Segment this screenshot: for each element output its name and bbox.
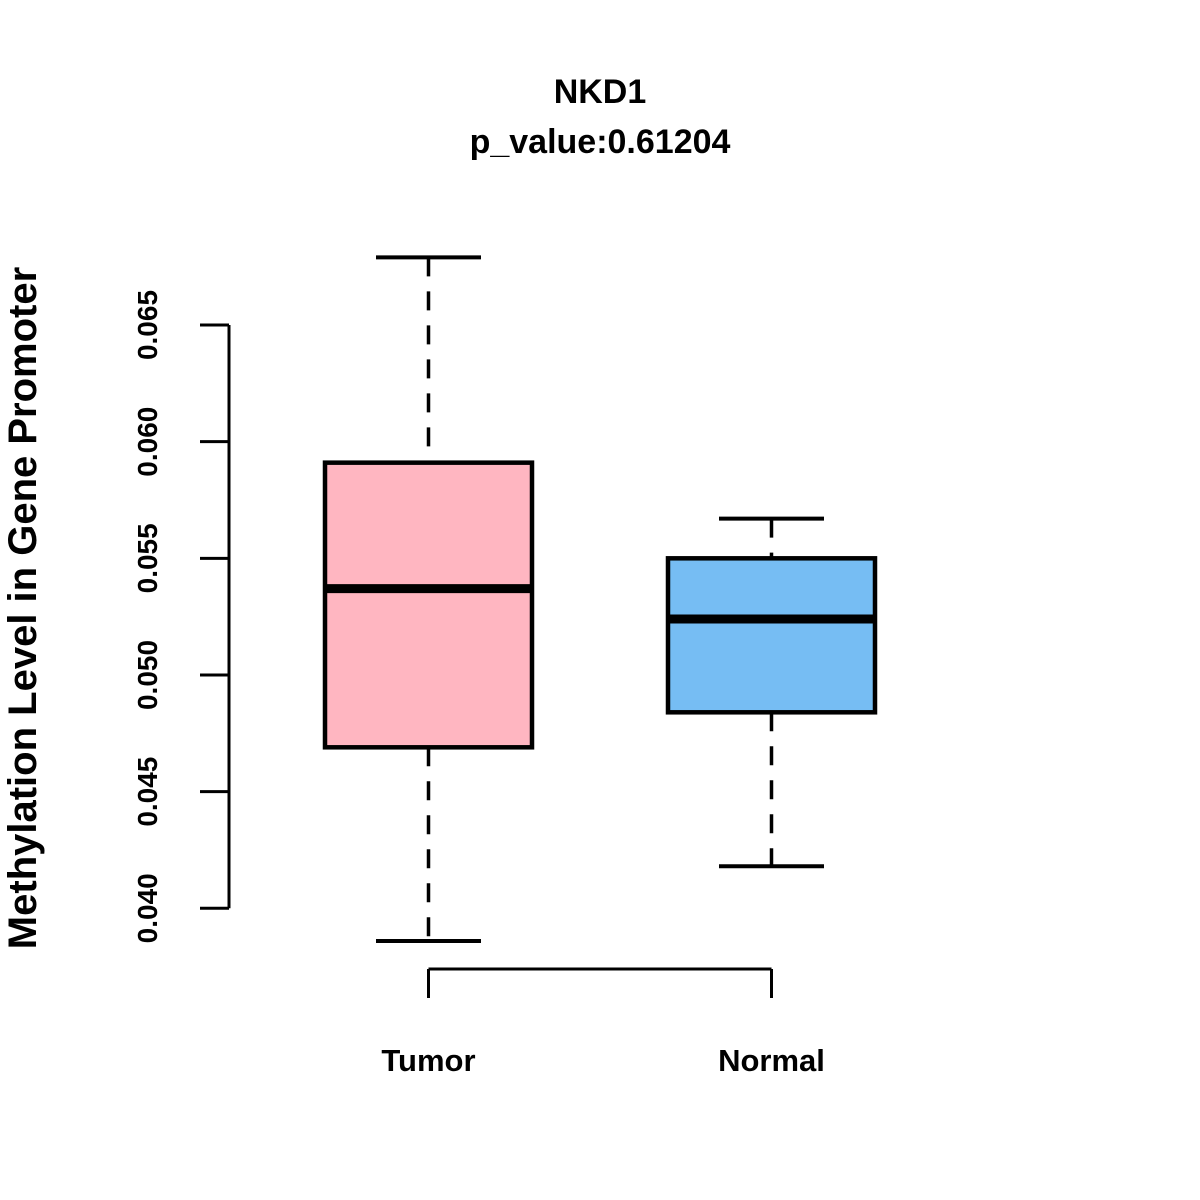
box-group-tumor xyxy=(322,255,535,943)
iqr-box xyxy=(322,460,535,750)
chart-subtitle-pvalue: p_value:0.61204 xyxy=(470,123,731,161)
y-axis-tick-label: 0.060 xyxy=(132,407,163,477)
x-axis-group-label: Normal xyxy=(718,1043,825,1078)
y-axis-tick-label: 0.045 xyxy=(132,757,163,827)
iqr-box xyxy=(665,556,878,715)
y-axis-title: Methylation Level in Gene Promoter xyxy=(1,267,45,949)
y-axis-tick-label: 0.040 xyxy=(132,873,163,943)
x-axis xyxy=(427,967,773,998)
x-axis-group-label: Tumor xyxy=(381,1043,475,1078)
y-axis xyxy=(200,323,231,910)
chart-title: NKD1 xyxy=(554,73,647,111)
y-axis-tick-label: 0.050 xyxy=(132,640,163,710)
y-axis-tick-label: 0.055 xyxy=(132,523,163,593)
y-axis-tick-label: 0.065 xyxy=(132,290,163,360)
box-group-normal xyxy=(665,516,878,869)
